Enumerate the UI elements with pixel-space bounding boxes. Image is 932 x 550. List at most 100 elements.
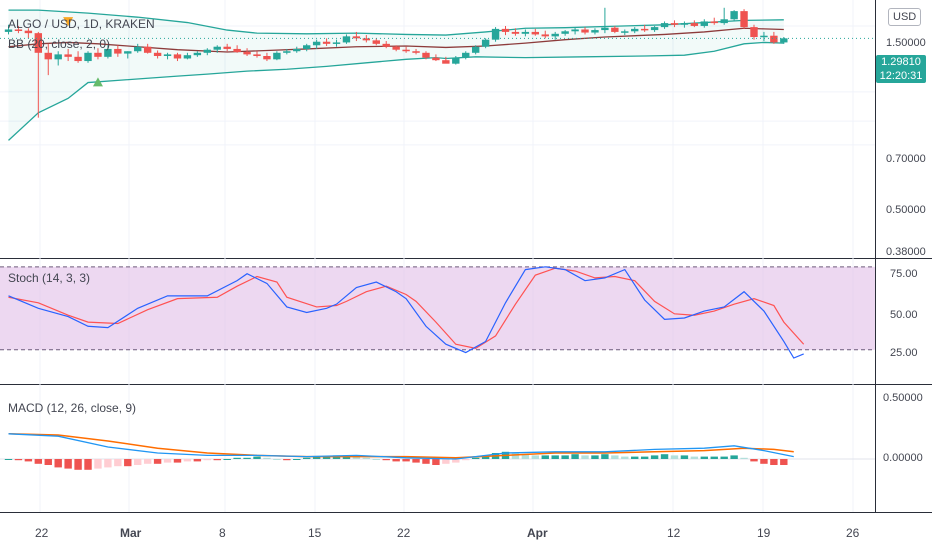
sell-marker xyxy=(63,17,74,27)
candle-body xyxy=(471,46,480,53)
candle-body xyxy=(660,23,669,28)
candle-body xyxy=(551,33,559,37)
candle-body xyxy=(94,52,102,57)
candle-body xyxy=(491,28,500,40)
candle-body xyxy=(501,28,510,32)
macd-histogram-bar xyxy=(462,459,470,461)
stoch-d-line xyxy=(8,267,805,350)
stoch-k-line xyxy=(8,266,804,359)
candle-body xyxy=(521,31,530,34)
macd-histogram-bar xyxy=(134,459,142,465)
macd-indicator-label[interactable]: MACD (12, 26, close, 9) xyxy=(8,401,137,415)
macd-histogram-bar xyxy=(114,459,122,467)
candle-body xyxy=(104,48,112,57)
candle-body xyxy=(631,28,639,32)
candle-body xyxy=(163,54,172,57)
macd-histogram-bar xyxy=(730,455,738,459)
x-tick-label: 12 xyxy=(667,526,681,540)
stoch-tick: 75.00 xyxy=(890,268,918,280)
candle-body xyxy=(332,42,341,44)
price-tick: 1.50000 xyxy=(886,37,926,49)
macd-histogram-bar xyxy=(4,459,13,460)
candle-body xyxy=(193,52,202,56)
macd-histogram-bar xyxy=(253,456,261,459)
countdown-tag: 12:20:31 xyxy=(876,69,926,83)
candle-body xyxy=(34,33,43,53)
candle-body xyxy=(342,36,351,43)
bb-indicator-label[interactable]: BB (20, close, 2, 0) xyxy=(8,37,111,51)
candle-body xyxy=(392,46,400,50)
candle-body xyxy=(24,30,33,34)
candle-body xyxy=(74,56,82,62)
candle-body xyxy=(462,52,470,58)
candle-body xyxy=(402,49,410,52)
bb-lower-band xyxy=(8,41,784,141)
macd-histogram-bar xyxy=(650,455,659,459)
candle-body xyxy=(541,34,549,37)
price-tick: 0.38000 xyxy=(886,246,926,258)
x-tick-label: 8 xyxy=(219,526,226,540)
macd-tick: 0.50000 xyxy=(883,392,923,404)
macd-tick: 0.00000 xyxy=(883,452,923,464)
macd-histogram-bar xyxy=(710,456,718,459)
macd-histogram-bar xyxy=(780,459,788,465)
candle-body xyxy=(143,46,152,53)
macd-histogram-bar xyxy=(680,455,689,459)
macd-histogram-bar xyxy=(740,457,748,459)
macd-histogram-bar xyxy=(571,454,579,459)
macd-histogram-bar xyxy=(223,459,231,460)
macd-histogram-bar xyxy=(700,456,708,459)
macd-histogram-bar xyxy=(94,459,102,469)
candle-body xyxy=(183,55,192,59)
macd-histogram-bar xyxy=(720,456,728,459)
candle-body xyxy=(511,31,520,34)
macd-histogram-bar xyxy=(243,457,251,459)
macd-signal-line xyxy=(8,433,794,459)
currency-button[interactable]: USD xyxy=(888,8,922,26)
candle-body xyxy=(481,39,490,47)
macd-histogram-bar xyxy=(74,459,82,470)
macd-histogram-bar xyxy=(511,453,520,459)
macd-histogram-bar xyxy=(54,459,62,468)
candle-body xyxy=(223,46,231,49)
macd-histogram-bar xyxy=(173,459,182,463)
macd-histogram-bar xyxy=(283,459,291,461)
macd-histogram-bar xyxy=(44,459,52,465)
macd-histogram-bar xyxy=(24,459,33,462)
candle-body xyxy=(173,54,182,59)
macd-histogram-bar xyxy=(621,456,629,459)
macd-histogram-bar xyxy=(541,455,549,459)
macd-histogram-bar xyxy=(124,459,132,467)
candle-body xyxy=(362,38,371,41)
candle-body xyxy=(283,51,291,53)
candle-body xyxy=(273,52,281,60)
candle-body xyxy=(134,46,142,52)
macd-histogram-bar xyxy=(34,459,43,464)
bb-band-fill xyxy=(8,10,784,141)
macd-histogram-bar xyxy=(760,459,768,464)
macd-histogram-bar xyxy=(104,459,112,468)
macd-histogram-bar xyxy=(521,454,530,459)
candle-body xyxy=(213,46,221,50)
macd-histogram-bar xyxy=(193,459,202,462)
candle-body xyxy=(233,48,241,53)
macd-histogram-bar xyxy=(660,454,669,459)
stoch-indicator-label[interactable]: Stoch (14, 3, 3) xyxy=(8,271,91,285)
candle-body xyxy=(780,38,788,43)
macd-histogram-bar xyxy=(690,456,699,459)
macd-histogram-bar xyxy=(322,456,331,459)
x-tick-label: 19 xyxy=(757,526,771,540)
macd-histogram-bar xyxy=(561,455,569,459)
candle-body xyxy=(422,52,430,58)
macd-histogram-bar xyxy=(402,459,410,462)
macd-histogram-bar xyxy=(392,459,400,462)
stoch-tick: 50.00 xyxy=(890,309,918,321)
candle-body xyxy=(4,29,13,32)
candle-body xyxy=(203,49,211,53)
macd-histogram-bar xyxy=(591,455,599,459)
macd-histogram-bar xyxy=(471,457,480,459)
macd-histogram-bar xyxy=(581,455,589,459)
candle-body xyxy=(412,51,420,53)
candle-body xyxy=(760,35,768,38)
